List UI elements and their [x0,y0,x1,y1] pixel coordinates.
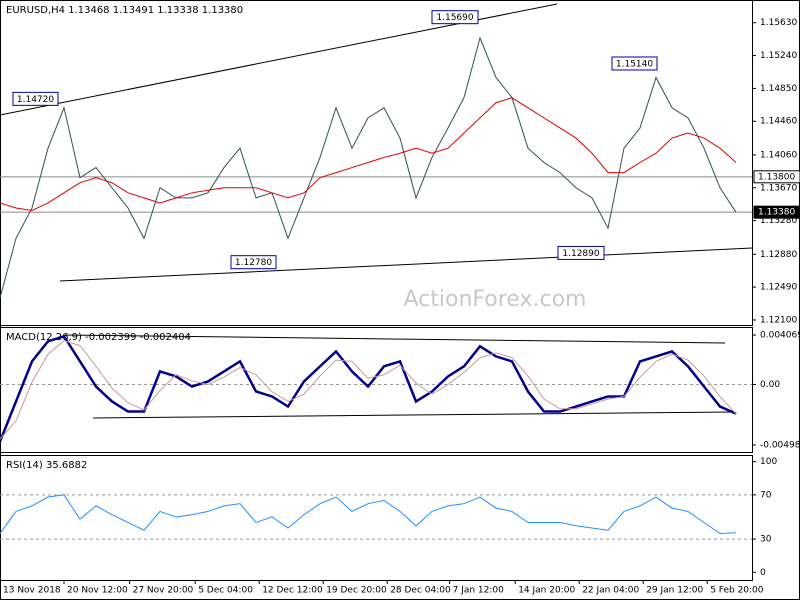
y-tick-label: 1.13280 [760,216,797,226]
series-line [0,334,737,443]
x-tick-label: 5 Dec 04:00 [198,586,253,596]
y-tick-label: 0 [760,568,766,578]
panel-title: EURUSD,H4 1.13468 1.13491 1.13338 1.1338… [6,5,243,16]
x-tick-label: 13 Nov 2018 [3,586,61,596]
panel-border [0,0,753,326]
y-tick-label: 1.12880 [760,250,797,260]
x-tick-label: 20 Nov 12:00 [67,586,128,596]
y-tick-label: -0.004981 [760,440,800,450]
annotation-label: 1.12780 [235,258,272,268]
annotation-label: 1.12890 [562,249,599,259]
annotation-label: 1.15140 [616,59,653,69]
annotation-label: 1.15690 [436,13,473,23]
level-label: 1.13380 [758,208,795,218]
x-tick-label: 5 Feb 20:00 [710,586,764,596]
y-tick-label: 70 [760,490,772,500]
series-line [0,340,737,440]
y-tick-label: 0.004069 [760,331,800,341]
annotation-box [557,245,605,260]
x-tick-label: 7 Jan 12:00 [453,586,505,596]
panel-title: RSI(14) 35.6882 [6,460,87,471]
x-tick-label: 28 Dec 04:00 [390,586,451,596]
level-box [753,205,800,219]
x-tick-label: 22 Jan 04:00 [582,586,639,596]
y-tick-label: 1.14850 [760,84,797,94]
trendline [92,411,736,419]
trendline [59,247,753,282]
panel-title: MACD(12,26,9) -0.002399 -0.002404 [6,332,191,343]
series-line [0,97,737,212]
annotation-box [12,91,59,106]
y-tick-label: 30 [760,535,772,545]
annotation-box [611,56,658,71]
level-box [753,170,800,184]
annotation-label: 1.14720 [17,95,54,105]
series-line [0,494,737,535]
x-tick-label: 12 Dec 12:00 [262,586,323,596]
y-tick-label: 1.14460 [760,117,797,127]
series-line [0,36,737,299]
trendline [64,334,726,344]
y-tick-label: 1.12100 [760,315,797,325]
y-tick-label: 1.15630 [760,18,797,28]
panel-border [0,455,753,581]
y-tick-label: 100 [760,457,777,467]
y-tick-label: 1.14060 [760,150,797,160]
x-tick-label: 29 Jan 12:00 [646,586,703,596]
y-tick-label: 0.00 [760,380,780,390]
y-tick-label: 1.15240 [760,51,797,61]
y-tick-label: 1.12490 [760,283,797,293]
y-tick-label: 1.13670 [760,183,797,193]
x-tick-label: 27 Nov 20:00 [133,586,194,596]
annotation-box [431,10,479,25]
panel-border [0,327,753,453]
annotation-box [230,255,277,270]
x-tick-label: 19 Dec 20:00 [326,586,387,596]
x-tick-label: 14 Jan 20:00 [518,586,575,596]
watermark: ActionForex.com [404,287,587,312]
level-label: 1.13800 [758,172,795,182]
